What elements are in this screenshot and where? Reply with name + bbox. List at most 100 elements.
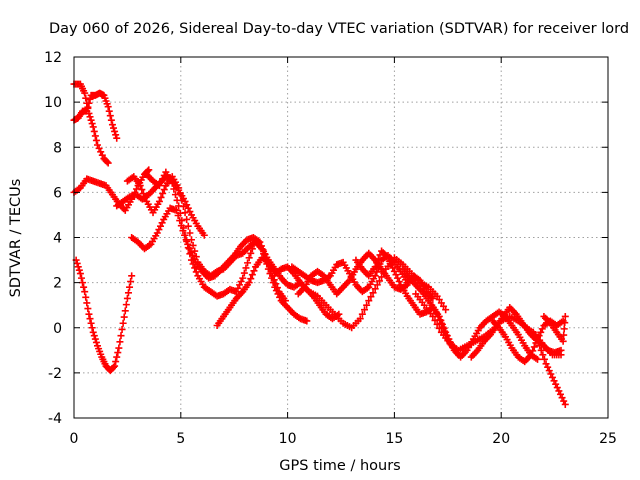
data-point xyxy=(375,277,383,285)
data-point xyxy=(159,190,167,198)
series-sat-h xyxy=(143,168,311,325)
data-point xyxy=(536,342,544,350)
data-point xyxy=(168,179,176,187)
data-point xyxy=(181,231,189,239)
data-point xyxy=(269,279,277,287)
y-tick-label: -4 xyxy=(48,411,62,427)
data-point xyxy=(189,260,197,268)
x-tick-label: 10 xyxy=(279,431,297,447)
data-point xyxy=(80,283,88,291)
data-point xyxy=(107,116,115,124)
data-point xyxy=(118,325,126,333)
data-point xyxy=(200,231,208,239)
x-tick-label: 5 xyxy=(176,431,185,447)
data-point xyxy=(157,193,165,201)
data-point xyxy=(264,265,272,273)
data-point xyxy=(248,271,256,279)
data-point xyxy=(558,394,566,402)
data-point xyxy=(548,373,556,381)
data-point xyxy=(82,94,90,102)
data-point xyxy=(170,185,178,193)
data-point xyxy=(248,245,256,253)
data-point xyxy=(303,317,311,325)
data-point xyxy=(83,99,91,107)
data-point xyxy=(371,285,379,293)
y-tick-label: 12 xyxy=(44,50,62,66)
data-point xyxy=(112,131,120,139)
y-tick-label: 4 xyxy=(53,231,62,247)
data-point xyxy=(537,346,545,354)
data-point xyxy=(561,400,569,408)
data-point xyxy=(363,301,371,309)
data-point xyxy=(552,380,560,388)
series-sat-r xyxy=(529,328,569,408)
data-point xyxy=(431,316,439,324)
data-point xyxy=(175,202,183,210)
axis-ticks: 0 5 10 15 20 25 -4 -2 0 2 4 6 8 10 12 xyxy=(44,50,617,447)
data-point xyxy=(74,263,82,271)
data-point xyxy=(547,370,555,378)
data-point xyxy=(373,281,381,289)
data-point xyxy=(380,269,388,277)
data-point xyxy=(373,259,381,267)
data-point xyxy=(187,256,195,264)
data-point xyxy=(555,387,563,395)
data-points xyxy=(70,80,569,408)
data-point xyxy=(155,197,163,205)
data-point xyxy=(369,289,377,297)
data-point xyxy=(108,121,116,129)
data-point xyxy=(544,363,552,371)
data-point xyxy=(239,274,247,282)
data-point xyxy=(114,349,122,357)
data-point xyxy=(77,274,85,282)
data-point xyxy=(128,272,136,280)
data-point xyxy=(540,355,548,363)
data-point xyxy=(378,273,386,281)
data-point xyxy=(374,255,382,263)
data-point xyxy=(561,312,569,320)
data-point xyxy=(435,324,443,332)
data-point xyxy=(186,250,194,258)
data-point xyxy=(542,360,550,368)
data-point xyxy=(561,319,569,327)
data-point xyxy=(560,331,568,339)
data-point xyxy=(237,277,245,285)
series-sat-s xyxy=(540,312,569,345)
data-point xyxy=(155,226,163,234)
data-point xyxy=(250,267,258,275)
data-point xyxy=(116,338,124,346)
y-tick-label: 6 xyxy=(53,185,62,201)
data-point xyxy=(88,120,96,128)
data-point xyxy=(84,305,92,313)
data-point xyxy=(89,328,97,336)
data-point xyxy=(429,294,437,302)
y-axis-label: SDTVAR / TECUs xyxy=(8,179,24,298)
data-point xyxy=(160,186,168,194)
data-point xyxy=(429,312,437,320)
data-point xyxy=(117,332,125,340)
data-point xyxy=(245,279,253,287)
data-point xyxy=(560,397,568,405)
data-point xyxy=(121,307,129,315)
data-point xyxy=(145,166,153,174)
data-point xyxy=(82,293,90,301)
y-tick-label: 0 xyxy=(53,321,62,337)
data-point xyxy=(111,127,119,135)
data-point xyxy=(92,338,100,346)
data-point xyxy=(371,272,379,280)
series-sat-f xyxy=(123,173,304,291)
data-point xyxy=(171,191,179,199)
data-point xyxy=(433,320,441,328)
y-tick-label: -2 xyxy=(48,366,62,382)
data-point xyxy=(120,313,128,321)
data-point xyxy=(183,237,191,245)
data-point xyxy=(81,89,89,97)
data-point xyxy=(75,266,83,274)
data-point xyxy=(186,208,194,216)
data-point xyxy=(539,351,547,359)
data-point xyxy=(530,343,538,351)
data-point xyxy=(441,327,449,335)
series-sat-p xyxy=(467,303,565,361)
data-point xyxy=(553,384,561,392)
